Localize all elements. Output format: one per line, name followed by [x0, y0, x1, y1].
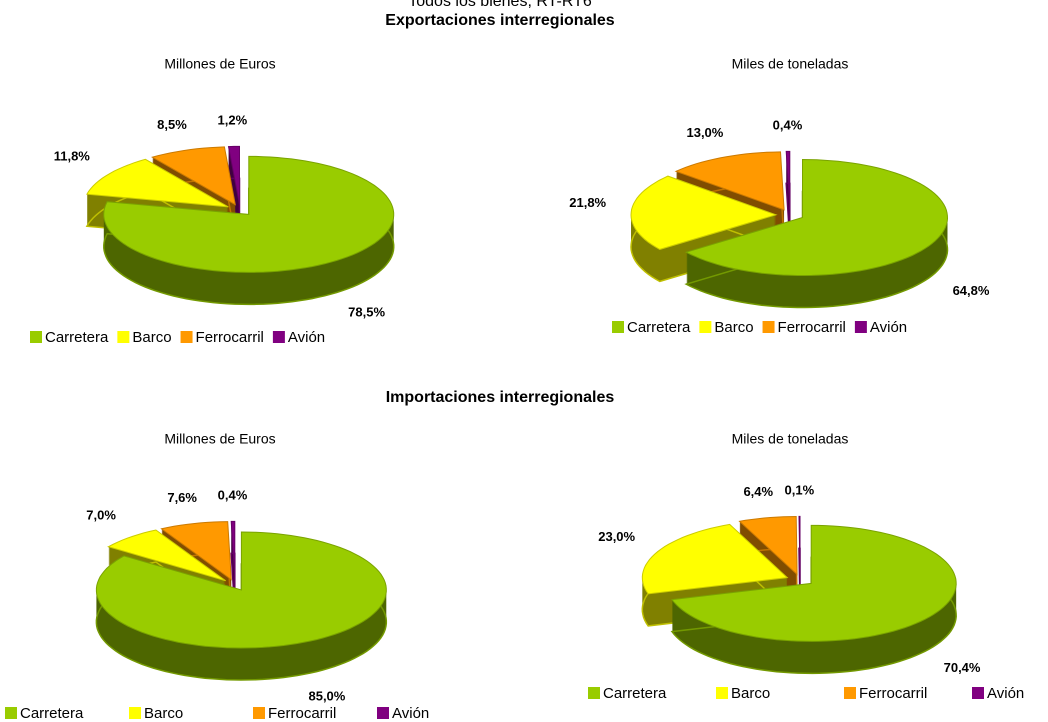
- slice: [738, 515, 798, 576]
- legend-swatch: [699, 321, 712, 333]
- chart-subtitle: Miles de toneladas: [732, 56, 849, 72]
- data-label: 78,5%: [348, 305, 385, 320]
- legend-label: Ferrocarril: [778, 319, 846, 336]
- data-label: 1,2%: [218, 112, 248, 127]
- slice: [103, 155, 395, 273]
- slice: [674, 151, 785, 211]
- data-label: 6,4%: [743, 484, 773, 499]
- legend-swatch: [588, 687, 600, 699]
- legend-swatch: [180, 331, 193, 343]
- legend-swatch: [612, 321, 624, 333]
- slice: [86, 158, 229, 208]
- slice: [151, 146, 236, 206]
- legend-label: Carretera: [45, 329, 109, 346]
- slice: [785, 150, 791, 210]
- slice: [227, 145, 240, 205]
- legend-swatch: [972, 687, 984, 699]
- legend-label: Barco: [132, 329, 171, 346]
- legend-label: Barco: [731, 685, 770, 702]
- chart-subtitle: Millones de Euros: [164, 56, 275, 72]
- legend-swatch: [854, 321, 867, 333]
- data-label: 70,4%: [944, 660, 981, 675]
- data-label: 85,0%: [308, 689, 345, 704]
- data-label: 21,8%: [569, 195, 606, 210]
- data-label: 23,0%: [598, 529, 635, 544]
- slice: [641, 523, 789, 595]
- legend-swatch: [5, 707, 17, 719]
- section-title: Exportaciones interregionales: [385, 12, 615, 29]
- legend-label: Barco: [714, 319, 753, 336]
- legend-label: Avión: [392, 705, 429, 722]
- legend-swatch: [272, 331, 285, 343]
- pie: [630, 150, 949, 309]
- pie: [641, 515, 957, 675]
- slice: [684, 158, 949, 276]
- legend-label: Avión: [288, 329, 325, 346]
- legend-label: Ferrocarril: [859, 685, 927, 702]
- legend-label: Carretera: [627, 319, 691, 336]
- section-title: Importaciones interregionales: [386, 389, 615, 406]
- legend-label: Avión: [987, 685, 1024, 702]
- legend-swatch: [30, 331, 42, 343]
- legend-label: Avión: [870, 319, 907, 336]
- legend-swatch: [253, 707, 265, 719]
- slice: [107, 529, 226, 582]
- chart-subtitle: Millones de Euros: [164, 431, 275, 447]
- legend-label: Carretera: [603, 685, 667, 702]
- pie: [95, 520, 388, 681]
- data-label: 11,8%: [54, 148, 91, 163]
- legend-swatch: [844, 687, 856, 699]
- slice: [95, 531, 387, 649]
- slice: [230, 520, 236, 580]
- legend-label: Ferrocarril: [196, 329, 264, 346]
- data-label: 0,4%: [218, 487, 248, 502]
- page-title: Todos los bienes, RT-RT6: [408, 0, 592, 10]
- data-label: 0,1%: [785, 482, 815, 497]
- slice: [798, 515, 801, 575]
- data-label: 7,0%: [86, 508, 116, 523]
- legend-label: Barco: [144, 705, 183, 722]
- legend-swatch: [129, 707, 141, 719]
- data-label: 64,8%: [953, 283, 990, 298]
- data-label: 13,0%: [686, 125, 723, 140]
- slice: [630, 175, 778, 250]
- legend-swatch: [762, 321, 775, 333]
- legend-swatch: [377, 707, 389, 719]
- slice: [671, 524, 957, 642]
- data-label: 7,6%: [167, 490, 197, 505]
- legend-label: Ferrocarril: [268, 705, 336, 722]
- legend-swatch: [716, 687, 728, 699]
- slice: [160, 521, 232, 581]
- legend-swatch: [117, 331, 130, 343]
- legend-label: Carretera: [20, 705, 84, 722]
- data-label: 8,5%: [157, 117, 187, 132]
- data-label: 0,4%: [773, 117, 803, 132]
- pie: [85, 145, 395, 306]
- chart-subtitle: Miles de toneladas: [732, 431, 849, 447]
